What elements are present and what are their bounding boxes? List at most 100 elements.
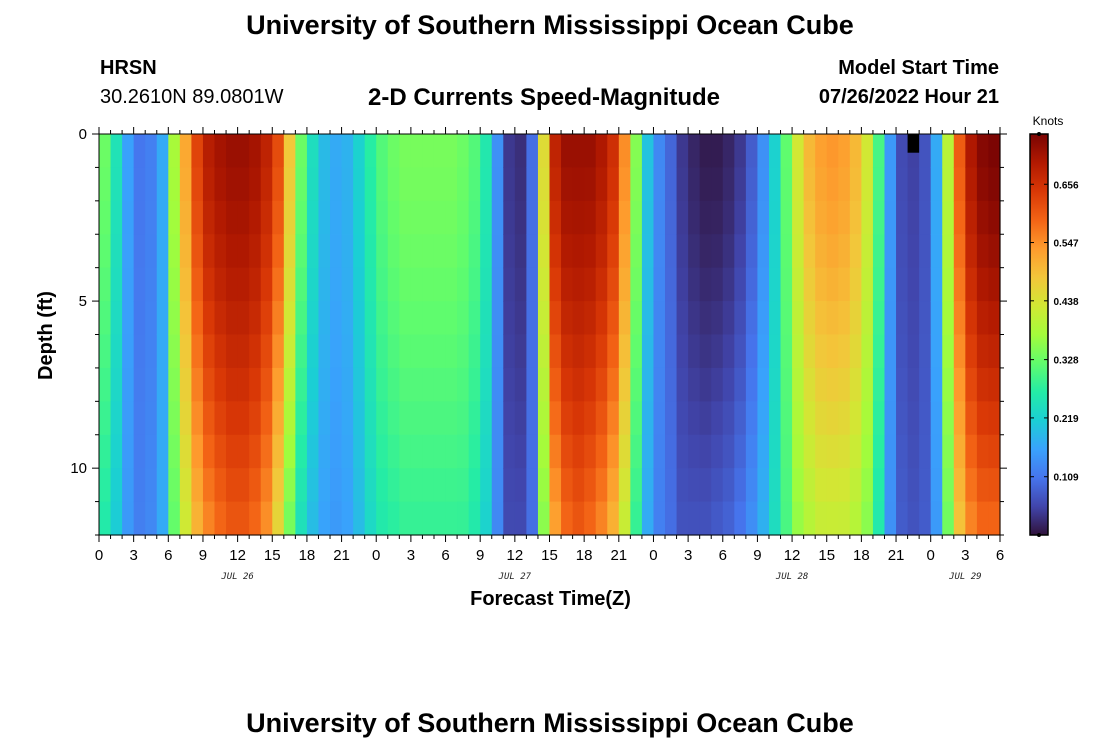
heatmap-cell	[988, 200, 1001, 235]
heatmap-cell	[965, 367, 978, 402]
heatmap-cell	[572, 267, 585, 302]
heatmap-cell	[110, 134, 123, 169]
heatmap-cell	[353, 167, 366, 202]
heatmap-cell	[988, 434, 1001, 469]
heatmap-cell	[584, 367, 597, 402]
heatmap-cell	[318, 501, 331, 536]
heatmap-cell	[237, 200, 250, 235]
x-tick-label: 0	[649, 547, 657, 564]
heatmap-cell	[168, 367, 181, 402]
heatmap-cell	[272, 367, 285, 402]
heatmap-cell	[272, 501, 285, 536]
heatmap-cell	[688, 234, 701, 269]
heatmap-cell	[826, 334, 839, 369]
heatmap-cell	[630, 200, 643, 235]
heatmap-cell	[226, 334, 239, 369]
heatmap-cell	[988, 468, 1001, 503]
heatmap-cell	[595, 234, 608, 269]
heatmap-cell	[815, 468, 828, 503]
heatmap-cell	[572, 334, 585, 369]
heatmap-cell	[849, 367, 862, 402]
heatmap-cell	[353, 367, 366, 402]
heatmap-cell	[607, 200, 620, 235]
heatmap-cell	[665, 134, 678, 169]
heatmap-cell	[861, 501, 874, 536]
heatmap-cell	[907, 501, 920, 536]
heatmap-cell	[688, 434, 701, 469]
heatmap-cell	[410, 334, 424, 369]
heatmap-cell	[665, 401, 678, 436]
heatmap-cell	[468, 200, 481, 235]
heatmap-cell	[803, 434, 816, 469]
heatmap-cell	[410, 167, 424, 202]
heatmap-cell	[618, 267, 631, 302]
heatmap-cell	[110, 200, 123, 235]
heatmap-cell	[341, 267, 354, 302]
heatmap-cell	[457, 334, 470, 369]
heatmap-cell	[699, 267, 712, 302]
heatmap-cell	[965, 301, 978, 336]
heatmap-cell	[191, 267, 204, 302]
heatmap-cell	[491, 367, 504, 402]
heatmap-cell	[641, 200, 655, 235]
heatmap-cell	[699, 367, 712, 402]
heatmap-cell	[191, 234, 204, 269]
heatmap-cell	[907, 434, 920, 469]
heatmap-cell	[341, 334, 354, 369]
heatmap-cell	[306, 134, 320, 169]
colorbar-cap	[1037, 533, 1041, 537]
heatmap-cell	[618, 434, 631, 469]
heatmap-cell	[861, 200, 874, 235]
heatmap-cell	[930, 200, 943, 235]
heatmap-cell	[965, 401, 978, 436]
heatmap-cell	[480, 301, 493, 336]
heatmap-cell	[618, 501, 631, 536]
heatmap-cell	[537, 267, 551, 302]
heatmap-cell	[260, 267, 273, 302]
heatmap-cell	[410, 234, 424, 269]
heatmap-cell	[561, 501, 574, 536]
heatmap-cell	[676, 501, 689, 536]
heatmap-cell	[468, 167, 481, 202]
heatmap-cell	[272, 234, 285, 269]
heatmap-cell	[491, 401, 504, 436]
heatmap-cell	[861, 234, 874, 269]
x-tick-label: 18	[853, 547, 870, 564]
heatmap-cell	[792, 501, 805, 536]
heatmap-cell	[815, 200, 828, 235]
colorbar-tick-label: 0.656	[1053, 180, 1078, 191]
heatmap-cell	[376, 468, 389, 503]
heatmap-cell	[387, 200, 400, 235]
heatmap-cell	[480, 434, 493, 469]
heatmap-cell	[653, 434, 666, 469]
heatmap-cell	[306, 234, 320, 269]
heatmap-cell	[745, 301, 759, 336]
heatmap-cell	[99, 234, 112, 269]
heatmap-cell	[711, 434, 724, 469]
heatmap-cell	[179, 200, 193, 235]
heatmap-cell	[699, 234, 712, 269]
heatmap-cell	[919, 134, 932, 169]
heatmap-cell	[399, 167, 412, 202]
heatmap-cell	[965, 267, 978, 302]
heatmap-cell	[734, 434, 747, 469]
heatmap-cell	[711, 267, 724, 302]
heatmap-cell	[826, 434, 839, 469]
heatmap-cell	[826, 200, 839, 235]
y-tick-label: 0	[79, 126, 87, 143]
heatmap-cell	[884, 234, 897, 269]
heatmap-cell	[792, 434, 805, 469]
heatmap-cell	[168, 434, 181, 469]
heatmap-cell	[561, 434, 574, 469]
heatmap-cell	[99, 200, 112, 235]
heatmap-cell	[433, 501, 447, 536]
heatmap-cell	[792, 367, 805, 402]
heatmap-cell	[641, 501, 655, 536]
heatmap-cell	[942, 401, 955, 436]
heatmap-cell	[734, 401, 747, 436]
heatmap-cell	[884, 301, 897, 336]
heatmap-cell	[283, 434, 296, 469]
heatmap-cell	[191, 434, 204, 469]
heatmap-cell	[549, 267, 562, 302]
